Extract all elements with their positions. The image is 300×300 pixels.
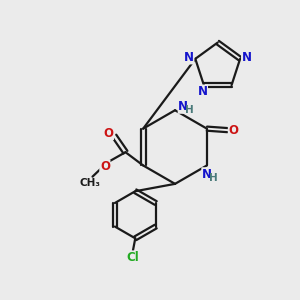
- Text: Cl: Cl: [126, 251, 139, 264]
- Text: O: O: [103, 127, 113, 140]
- Text: N: N: [202, 168, 212, 181]
- Text: O: O: [228, 124, 239, 136]
- Text: N: N: [197, 85, 207, 98]
- Text: O: O: [100, 160, 110, 173]
- Text: H: H: [209, 173, 218, 183]
- Text: CH₃: CH₃: [79, 178, 100, 188]
- Text: N: N: [242, 51, 252, 64]
- Text: N: N: [184, 51, 194, 64]
- Text: H: H: [185, 105, 194, 115]
- Text: N: N: [178, 100, 188, 113]
